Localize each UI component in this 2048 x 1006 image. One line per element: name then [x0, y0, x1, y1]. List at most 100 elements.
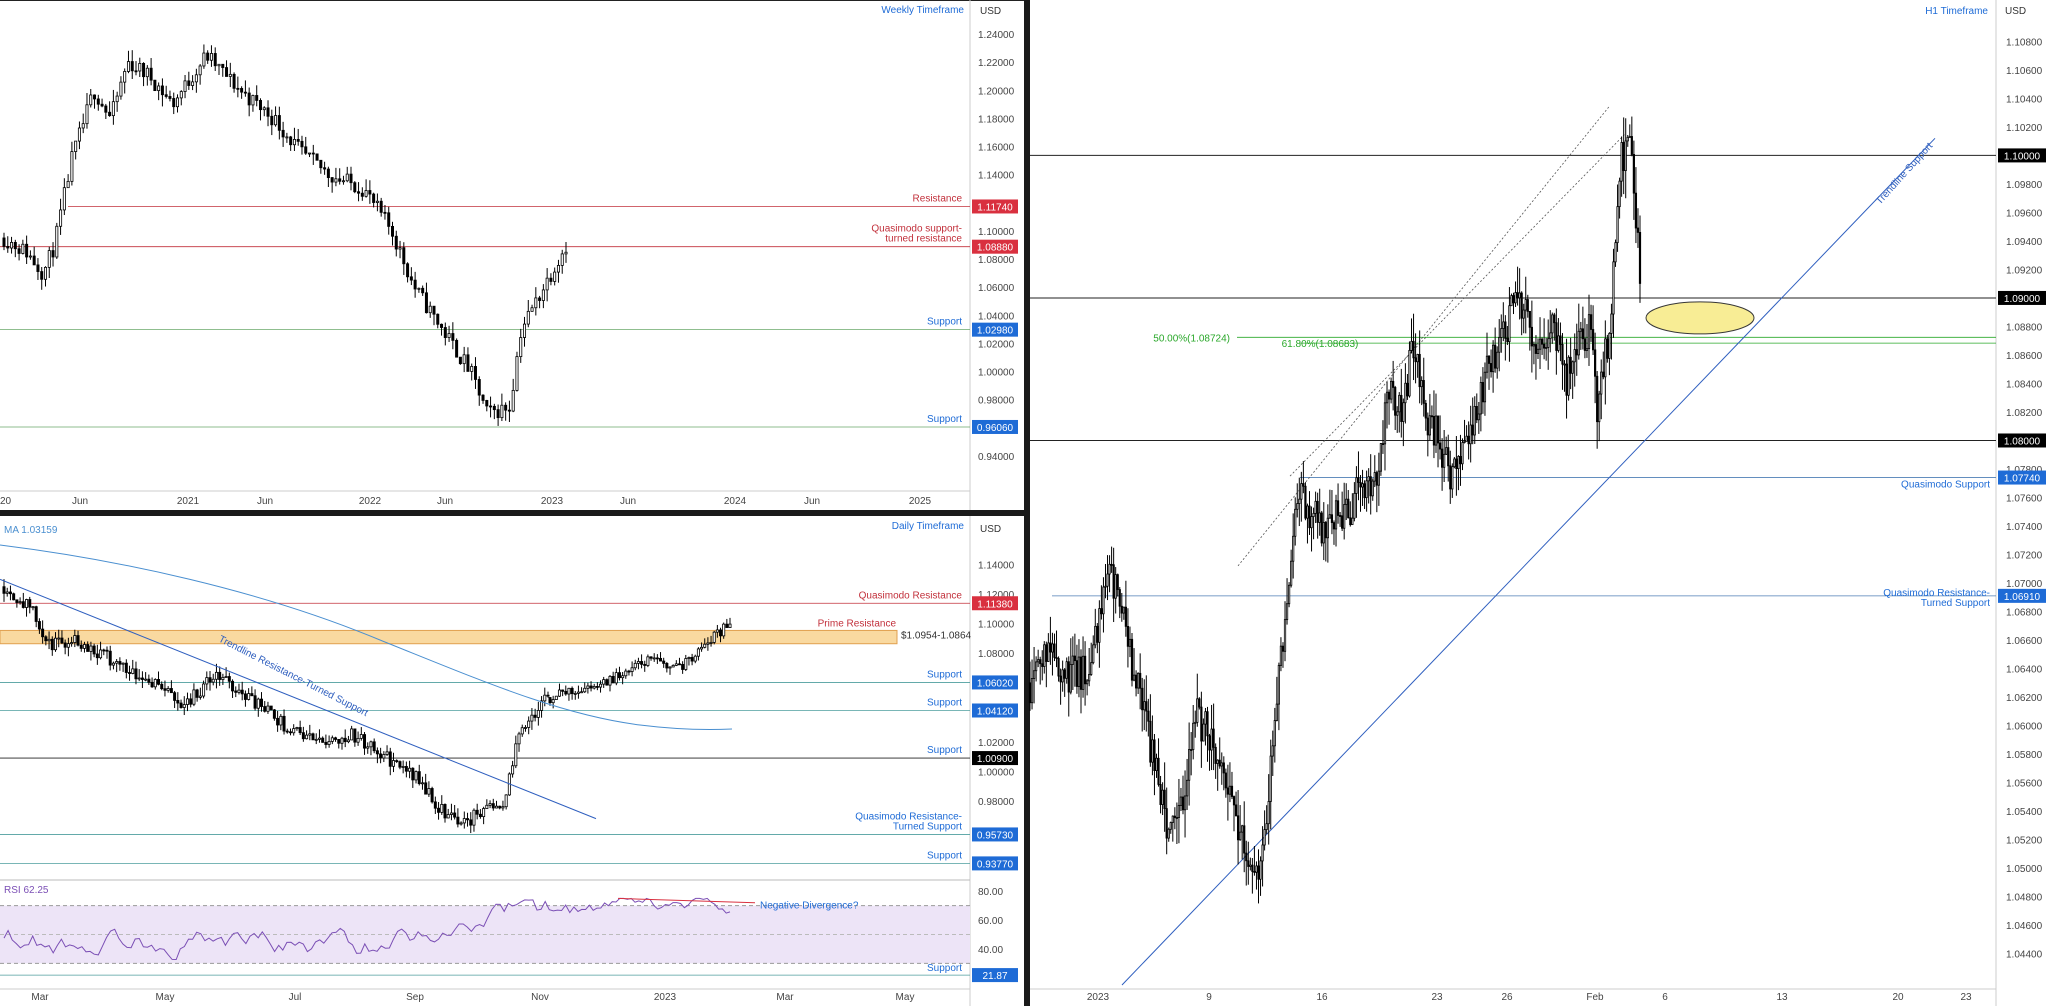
daily-candle [150, 681, 154, 688]
weekly-candle [28, 255, 32, 258]
h1-candle [1098, 608, 1101, 643]
weekly-candle [247, 92, 251, 106]
daily-candle [321, 737, 325, 743]
h1-x-tick: 16 [1316, 992, 1328, 1003]
weekly-candle [119, 81, 123, 97]
h1-candle [1339, 515, 1342, 517]
h1-candle [1265, 823, 1268, 830]
daily-candle [147, 678, 151, 683]
daily-candle [443, 804, 447, 819]
weekly-candle [451, 333, 455, 341]
daily-candle [12, 593, 16, 601]
h1-y-tick: 1.05800 [2006, 750, 2043, 761]
daily-candle [408, 767, 412, 772]
daily-candle [430, 788, 434, 803]
weekly-candle [436, 313, 440, 325]
daily-level-label: Support [927, 669, 962, 680]
h1-candle [1232, 796, 1236, 806]
h1-candle [1392, 380, 1395, 388]
h1-candle [1508, 305, 1511, 343]
h1-candle [1294, 508, 1297, 537]
h1-candle [1585, 348, 1589, 351]
daily-candle [655, 657, 659, 660]
moving-average-line [0, 544, 733, 731]
h1-candle [1318, 512, 1321, 523]
h1-panel: H1 Timeframe USD Quasimodo Support Quasim… [1028, 0, 2046, 1006]
weekly-candle [357, 191, 361, 194]
weekly-candle [6, 246, 10, 249]
daily-candle [128, 672, 132, 674]
weekly-candle [10, 241, 14, 249]
weekly-candle [194, 74, 198, 83]
h1-candle [1500, 328, 1503, 338]
daily-candle [659, 658, 663, 662]
h1-candle [1059, 675, 1062, 683]
h1-candle [1208, 735, 1211, 751]
daily-candle [250, 693, 254, 697]
h1-candle [1636, 227, 1640, 233]
weekly-candle [292, 139, 296, 146]
daily-candle [240, 689, 244, 695]
h1-candle [1067, 661, 1070, 693]
daily-candle [266, 705, 270, 712]
h1-candle [1420, 380, 1423, 388]
daily-candle [298, 727, 302, 734]
daily-level-label: Support [927, 745, 962, 756]
daily-candle [79, 644, 83, 649]
h1-candle [1287, 584, 1291, 605]
daily-candle [665, 663, 669, 669]
h1-candle [1512, 295, 1515, 304]
daily-price-badge-text: 1.04120 [977, 707, 1014, 718]
h1-candle [1626, 136, 1629, 142]
daily-candle [722, 623, 726, 637]
h1-candle [1267, 801, 1270, 825]
weekly-candle [345, 173, 349, 182]
h1-candle [1563, 363, 1566, 366]
h1-candle [1547, 338, 1550, 348]
weekly-candle [304, 146, 308, 154]
h1-candle [1214, 746, 1217, 764]
h1-candle [1438, 442, 1442, 450]
h1-candle [1434, 415, 1438, 446]
daily-candle [311, 733, 315, 741]
h1-candle [1030, 678, 1034, 704]
h1-candle [1602, 371, 1605, 378]
daily-candle [684, 658, 688, 670]
h1-candle [1555, 322, 1558, 351]
h1-candle [1296, 503, 1299, 510]
h1-candle [1049, 642, 1052, 653]
weekly-price-badge-text: 1.02980 [977, 326, 1014, 337]
h1-candle [1377, 470, 1380, 486]
daily-candle [548, 697, 552, 704]
h1-candle [1304, 485, 1307, 519]
h1-candle [1406, 382, 1409, 397]
daily-candle [652, 657, 656, 660]
h1-candle [1151, 739, 1154, 763]
h1-candle [1281, 645, 1285, 652]
daily-candle [73, 635, 77, 643]
h1-candle [1424, 402, 1427, 419]
h1-candle [1373, 472, 1376, 482]
weekly-y-tick: 1.16000 [978, 143, 1015, 154]
h1-candle [1432, 415, 1436, 446]
weekly-y-tick: 1.08000 [978, 255, 1015, 266]
h1-y-tick: 1.09400 [2006, 237, 2043, 248]
daily-y-tick: 1.14000 [978, 561, 1015, 572]
h1-candle [1416, 353, 1419, 363]
weekly-candle [277, 115, 281, 131]
weekly-candle [62, 187, 66, 211]
daily-candle [218, 671, 222, 680]
h1-candle [1375, 472, 1378, 486]
daily-x-tick: Mar [31, 992, 49, 1003]
weekly-price-badge [972, 239, 1018, 254]
weekly-candles [2, 44, 568, 426]
daily-candle [700, 646, 704, 650]
h1-candle [1608, 333, 1611, 359]
weekly-candle [262, 107, 266, 111]
h1-candle [1543, 343, 1546, 349]
weekly-candle [424, 292, 428, 314]
weekly-price-badge-text: 1.11740 [977, 202, 1013, 213]
h1-candle [1118, 589, 1121, 607]
h1-candle [1408, 350, 1411, 397]
daily-candle [160, 683, 164, 690]
